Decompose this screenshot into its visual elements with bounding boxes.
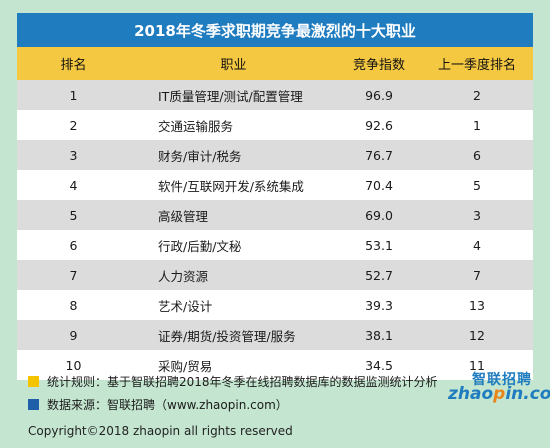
prev-rank-cell: 4 <box>421 230 533 260</box>
job-cell: IT质量管理/测试/配置管理 <box>130 80 337 110</box>
logo-en-text: zhaopin.com <box>448 384 550 404</box>
prev-rank-cell: 13 <box>421 290 533 320</box>
job-cell: 交通运输服务 <box>130 110 337 140</box>
logo-en-part: in.com <box>505 384 550 404</box>
score-cell: 92.6 <box>337 110 421 140</box>
rank-cell: 8 <box>17 290 130 320</box>
rank-cell: 6 <box>17 230 130 260</box>
ranking-table-panel: 2018年冬季求职期竞争最激烈的十大职业 排名 职业 竞争指数 上一季度排名 1… <box>17 13 533 380</box>
zhaopin-logo: 智联招聘 zhaopin.com <box>448 369 550 409</box>
score-cell: 39.3 <box>337 290 421 320</box>
score-cell: 52.7 <box>337 260 421 290</box>
score-cell: 53.1 <box>337 230 421 260</box>
score-cell: 96.9 <box>337 80 421 110</box>
score-cell: 76.7 <box>337 140 421 170</box>
job-cell: 高级管理 <box>130 200 337 230</box>
table-row: 5 高级管理 69.0 3 <box>17 200 533 230</box>
header-score: 竞争指数 <box>337 47 421 80</box>
rank-cell: 2 <box>17 110 130 140</box>
rule-note: 统计规则：基于智联招聘2018年冬季在线招聘数据库的数据监测统计分析 <box>28 372 438 391</box>
yellow-square-icon <box>28 376 39 387</box>
rank-cell: 4 <box>17 170 130 200</box>
header-prev-rank: 上一季度排名 <box>421 47 533 80</box>
job-cell: 证券/期货/投资管理/服务 <box>130 320 337 350</box>
rank-cell: 5 <box>17 200 130 230</box>
footnotes: 统计规则：基于智联招聘2018年冬季在线招聘数据库的数据监测统计分析 数据来源：… <box>28 372 438 418</box>
rule-note-text: 统计规则：基于智联招聘2018年冬季在线招聘数据库的数据监测统计分析 <box>47 375 438 389</box>
rank-cell: 10 <box>17 350 130 380</box>
rank-cell: 1 <box>17 80 130 110</box>
job-cell: 软件/互联网开发/系统集成 <box>130 170 337 200</box>
score-cell: 70.4 <box>337 170 421 200</box>
prev-rank-cell: 3 <box>421 200 533 230</box>
table-title: 2018年冬季求职期竞争最激烈的十大职业 <box>17 13 533 47</box>
job-cell: 人力资源 <box>130 260 337 290</box>
rank-cell: 3 <box>17 140 130 170</box>
rank-cell: 9 <box>17 320 130 350</box>
table-row: 9 证券/期货/投资管理/服务 38.1 12 <box>17 320 533 350</box>
job-cell: 行政/后勤/文秘 <box>130 230 337 260</box>
table-row: 8 艺术/设计 39.3 13 <box>17 290 533 320</box>
score-cell: 69.0 <box>337 200 421 230</box>
prev-rank-cell: 2 <box>421 80 533 110</box>
logo-en-accent: p <box>493 384 506 404</box>
prev-rank-cell: 11 <box>421 350 533 380</box>
header-job: 职业 <box>130 47 337 80</box>
job-cell: 财务/审计/税务 <box>130 140 337 170</box>
table-row: 4 软件/互联网开发/系统集成 70.4 5 <box>17 170 533 200</box>
table-row: 10 采购/贸易 34.5 11 <box>17 350 533 380</box>
prev-rank-cell: 6 <box>421 140 533 170</box>
rank-cell: 7 <box>17 260 130 290</box>
header-rank: 排名 <box>17 47 130 80</box>
prev-rank-cell: 12 <box>421 320 533 350</box>
source-note-text: 数据来源：智联招聘（www.zhaopin.com） <box>47 398 288 412</box>
job-cell: 采购/贸易 <box>130 350 337 380</box>
logo-en-part: zhao <box>448 384 494 404</box>
logo-cn-text: 智联招聘 <box>472 372 532 388</box>
score-cell: 38.1 <box>337 320 421 350</box>
ranking-table: 排名 职业 竞争指数 上一季度排名 1 IT质量管理/测试/配置管理 96.9 … <box>17 47 533 380</box>
table-row: 6 行政/后勤/文秘 53.1 4 <box>17 230 533 260</box>
prev-rank-cell: 7 <box>421 260 533 290</box>
table-row: 2 交通运输服务 92.6 1 <box>17 110 533 140</box>
copyright-text: Copyright©2018 zhaopin all rights reserv… <box>28 424 293 438</box>
score-cell: 34.5 <box>337 350 421 380</box>
blue-square-icon <box>28 399 39 410</box>
table-header-row: 排名 职业 竞争指数 上一季度排名 <box>17 47 533 80</box>
table-row: 1 IT质量管理/测试/配置管理 96.9 2 <box>17 80 533 110</box>
prev-rank-cell: 1 <box>421 110 533 140</box>
table-row: 3 财务/审计/税务 76.7 6 <box>17 140 533 170</box>
job-cell: 艺术/设计 <box>130 290 337 320</box>
source-note: 数据来源：智联招聘（www.zhaopin.com） <box>28 395 438 414</box>
table-row: 7 人力资源 52.7 7 <box>17 260 533 290</box>
prev-rank-cell: 5 <box>421 170 533 200</box>
